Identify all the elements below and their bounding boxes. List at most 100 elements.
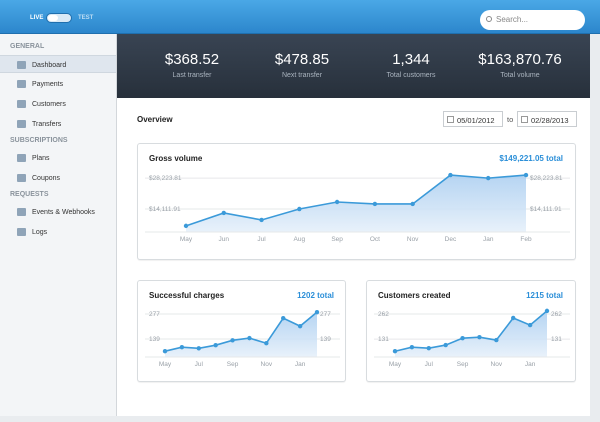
date-from[interactable]: 05/01/2012 bbox=[443, 111, 503, 127]
x-tick-label: Nov bbox=[407, 236, 419, 243]
x-tick-label: Sep bbox=[227, 361, 239, 368]
x-tick-label: Nov bbox=[261, 361, 273, 368]
point bbox=[179, 345, 185, 350]
chart-title: Customers created bbox=[378, 291, 451, 300]
x-tick-label: Jan bbox=[295, 361, 306, 368]
x-tick-label: May bbox=[389, 361, 402, 368]
x-tick-label: Dec bbox=[445, 236, 457, 243]
test-label: TEST bbox=[78, 15, 94, 21]
stats-band: $368.52 Last transfer $478.85 Next transfer… bbox=[117, 34, 590, 98]
point bbox=[486, 175, 491, 181]
chart-title: Gross volume bbox=[149, 154, 203, 163]
x-tick-label: Jul bbox=[257, 236, 266, 243]
section-heading: GENERAL bbox=[10, 43, 45, 50]
stat-value: $163,870.76 bbox=[478, 51, 562, 68]
stat-label: Next transfer bbox=[281, 72, 323, 79]
point bbox=[410, 201, 415, 207]
chart-title: Successful charges bbox=[149, 291, 225, 300]
x-tick-label: Jul bbox=[425, 361, 434, 368]
line bbox=[185, 174, 527, 227]
nav-label: Coupons bbox=[32, 175, 61, 182]
overview-title: Overview bbox=[137, 115, 173, 124]
nav-item[interactable]: Events & Webhooks bbox=[0, 203, 116, 221]
nav-label: Payments bbox=[32, 81, 64, 88]
x-tick-label: Jan bbox=[483, 236, 494, 243]
point bbox=[443, 342, 448, 348]
stat-label: Total volume bbox=[500, 72, 540, 79]
point bbox=[264, 341, 269, 346]
area bbox=[165, 312, 317, 357]
point bbox=[297, 206, 302, 212]
point bbox=[221, 210, 226, 216]
section-heading: REQUESTS bbox=[10, 191, 49, 198]
point bbox=[259, 217, 264, 223]
date-to-text: 02/28/2013 bbox=[531, 116, 569, 125]
area bbox=[395, 310, 547, 357]
nav-item[interactable]: Customers bbox=[0, 95, 116, 113]
nav-item[interactable]: Logs bbox=[0, 223, 116, 241]
y-tick-label: $14,111.91 bbox=[149, 206, 181, 213]
search-placeholder: Search... bbox=[496, 15, 529, 24]
x-tick-label: Jul bbox=[195, 361, 204, 368]
section-heading: SUBSCRIPTIONS bbox=[10, 137, 68, 144]
point bbox=[213, 343, 218, 348]
point bbox=[183, 223, 189, 229]
point bbox=[426, 345, 431, 351]
point bbox=[297, 323, 303, 329]
x-tick-label: Nov bbox=[491, 361, 503, 368]
chart-total: 1202 total bbox=[297, 291, 334, 300]
point bbox=[392, 349, 398, 354]
point bbox=[281, 315, 286, 321]
mode-toggle[interactable] bbox=[46, 13, 72, 23]
nav-label: Plans bbox=[32, 155, 50, 162]
top-bar: LIVE TEST Search... bbox=[0, 0, 600, 34]
point bbox=[523, 172, 529, 178]
date-from-text: 05/01/2012 bbox=[457, 116, 495, 125]
stat-value: 1,344 bbox=[392, 51, 430, 68]
live-label: LIVE bbox=[30, 15, 44, 21]
point bbox=[460, 335, 465, 341]
nav-item[interactable]: Transfers bbox=[0, 115, 116, 133]
point bbox=[334, 199, 340, 205]
nav-label: Transfers bbox=[32, 121, 62, 128]
x-tick-label: Oct bbox=[370, 236, 380, 243]
y-tick-label-right: 139 bbox=[320, 336, 331, 343]
y-tick-label-right: 131 bbox=[551, 336, 562, 343]
line bbox=[164, 311, 318, 352]
point bbox=[230, 338, 235, 343]
point bbox=[314, 309, 320, 315]
y-tick-label-right: $14,111.91 bbox=[530, 206, 562, 213]
x-tick-label: Sep bbox=[331, 236, 343, 243]
point bbox=[511, 315, 516, 321]
y-tick-label-right: 262 bbox=[551, 311, 562, 318]
x-tick-label: May bbox=[180, 236, 193, 243]
y-tick-label: 262 bbox=[378, 311, 389, 318]
y-tick-label: 139 bbox=[149, 336, 160, 343]
x-tick-label: May bbox=[159, 361, 172, 368]
point bbox=[544, 308, 550, 314]
nav-item[interactable]: Payments bbox=[0, 75, 116, 93]
date-to[interactable]: 02/28/2013 bbox=[517, 111, 577, 127]
chart-total: $149,221.05 total bbox=[499, 154, 563, 163]
point bbox=[162, 348, 168, 354]
point bbox=[527, 322, 533, 328]
to-label: to bbox=[507, 115, 514, 124]
point bbox=[448, 172, 453, 178]
x-tick-label: Feb bbox=[520, 236, 532, 243]
nav-item[interactable]: Dashboard bbox=[0, 55, 116, 73]
y-tick-label-right: 277 bbox=[320, 311, 331, 318]
y-tick-label: 277 bbox=[149, 311, 160, 318]
search-box[interactable]: Search... bbox=[480, 10, 585, 30]
nav-item[interactable]: Coupons bbox=[0, 169, 116, 187]
chart-total: 1215 total bbox=[526, 291, 563, 300]
point bbox=[372, 201, 378, 207]
point bbox=[494, 337, 499, 343]
nav-label: Dashboard bbox=[32, 62, 67, 69]
point bbox=[477, 335, 482, 340]
nav-label: Logs bbox=[32, 229, 48, 236]
line bbox=[394, 310, 548, 353]
nav-item[interactable]: Plans bbox=[0, 149, 116, 167]
stat-value: $478.85 bbox=[274, 51, 330, 68]
